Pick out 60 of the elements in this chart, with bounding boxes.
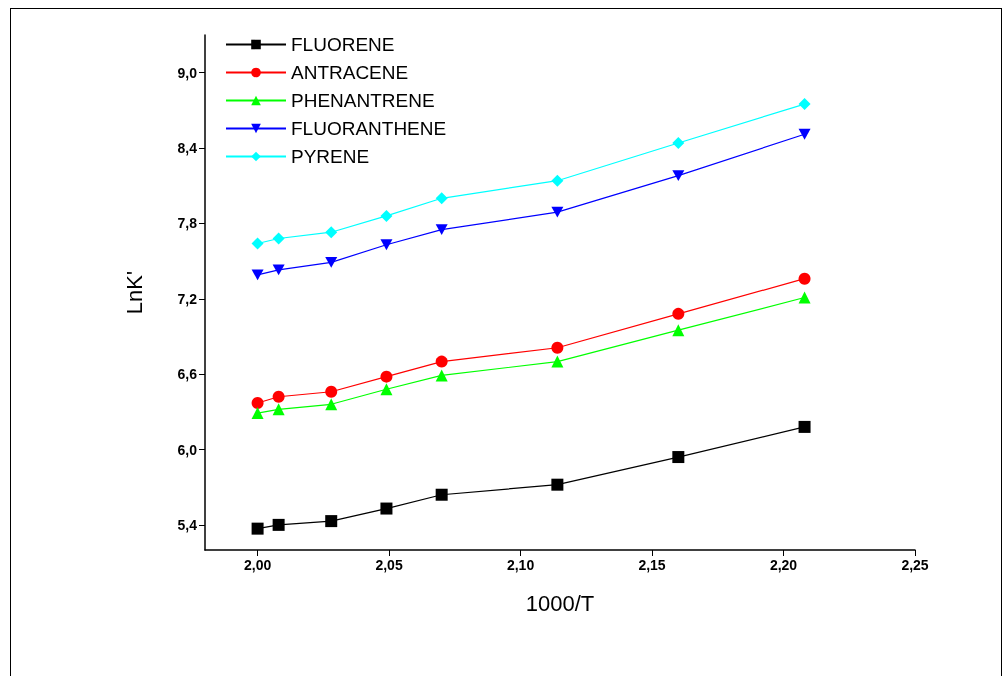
- point: [672, 137, 685, 150]
- y-tick-label: 9,0: [177, 64, 198, 81]
- point: [251, 237, 264, 250]
- point: [272, 403, 285, 416]
- point: [251, 522, 264, 535]
- point: [380, 209, 393, 222]
- point: [672, 324, 685, 337]
- point: [435, 192, 448, 205]
- legend-label: FLUORANTHENE: [291, 118, 447, 139]
- point: [551, 341, 564, 354]
- y-tick-label: 8,4: [177, 140, 198, 157]
- point: [551, 355, 564, 368]
- point: [672, 451, 685, 464]
- point: [435, 224, 448, 236]
- point: [672, 170, 685, 182]
- point: [325, 385, 338, 398]
- legend-label: FLUORENE: [291, 34, 395, 55]
- legend-label: PHENANTRENE: [291, 90, 435, 111]
- point: [380, 370, 393, 383]
- point: [380, 502, 393, 515]
- x-tick-label: 2,25: [901, 557, 929, 573]
- x-tick-label: 2,00: [243, 557, 272, 573]
- point: [272, 264, 285, 276]
- point: [798, 272, 811, 285]
- point: [325, 256, 338, 268]
- point: [798, 98, 811, 111]
- point: [551, 478, 564, 491]
- y-tick-label: 7,8: [177, 215, 198, 232]
- point: [672, 307, 685, 320]
- point: [325, 226, 338, 239]
- point: [272, 232, 285, 245]
- point: [272, 518, 285, 531]
- point: [325, 515, 338, 528]
- x-tick-label: 2,20: [769, 557, 798, 573]
- point: [435, 488, 448, 501]
- point: [251, 397, 264, 410]
- y-tick-label: 6,6: [177, 366, 198, 383]
- point: [435, 369, 448, 382]
- point: [380, 239, 393, 251]
- y-tick-label: 6,0: [177, 441, 198, 458]
- point: [798, 128, 811, 140]
- point: [435, 355, 448, 368]
- x-axis-title: 1000/T: [525, 590, 595, 616]
- y-tick-label: 7,2: [177, 290, 198, 307]
- point: [798, 420, 811, 433]
- point: [798, 291, 811, 304]
- point: [251, 269, 264, 281]
- x-tick-label: 2,10: [506, 557, 535, 573]
- legend-label: ANTRACENE: [291, 62, 409, 83]
- point: [272, 390, 285, 403]
- point: [551, 206, 564, 218]
- legend-label: PYRENE: [291, 146, 370, 167]
- x-tick-label: 2,15: [638, 557, 666, 573]
- point: [551, 174, 564, 187]
- point: [325, 398, 338, 411]
- x-tick-label: 2,05: [375, 557, 403, 573]
- point: [251, 407, 264, 420]
- y-axis-title: LnK': [121, 270, 147, 315]
- point: [380, 383, 393, 396]
- y-tick-label: 5,4: [177, 516, 198, 533]
